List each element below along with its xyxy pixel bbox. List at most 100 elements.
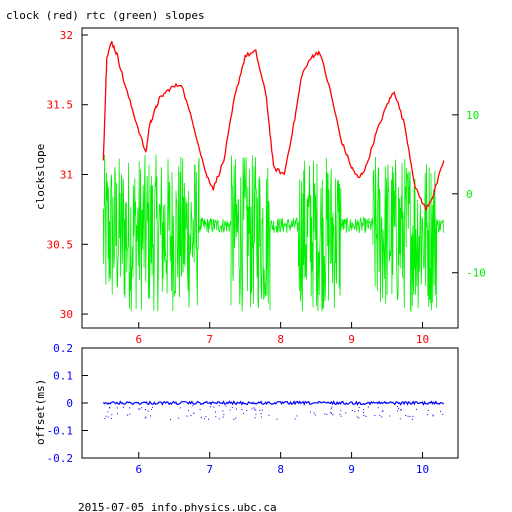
top-x-tick-label: 8 (277, 333, 284, 346)
offset-scatter-point (243, 412, 245, 414)
offset-scatter-point (193, 412, 195, 414)
offset-scatter-point (109, 407, 111, 409)
footer-text: 2015-07-05 info.physics.ubc.ca (78, 501, 277, 512)
offset-scatter-point (188, 410, 189, 412)
offset-scatter-point (357, 410, 359, 412)
offset-scatter-point (105, 415, 107, 417)
offset-scatter-point (129, 413, 131, 415)
top-y2-axis: -10 0 10 (452, 109, 486, 280)
offset-scatter-point (326, 414, 328, 416)
offset-scatter-point (152, 406, 153, 408)
bottom-x-tick-label: 8 (277, 463, 284, 476)
offset-scatter-point (253, 407, 255, 409)
offset-scatter-point (426, 414, 428, 416)
bottom-x-tick-label: 6 (135, 463, 142, 476)
offset-scatter-point (110, 418, 112, 420)
offset-scatter-point (354, 411, 356, 413)
top-y2-tick-label: 0 (466, 188, 473, 201)
offset-scatter-point (208, 418, 209, 420)
offset-scatter-point (363, 408, 365, 410)
offset-scatter-point (363, 415, 365, 416)
offset-scatter-point (215, 416, 217, 418)
offset-scatter-point (178, 417, 180, 419)
top-y2-tick-label: -10 (466, 267, 486, 280)
offset-scatter-point (432, 414, 434, 416)
offset-scatter-point (215, 411, 216, 413)
offset-scatter-point (116, 407, 118, 409)
bottom-x-tick-label: 10 (416, 463, 429, 476)
bottom-x-axis: 6 7 8 9 10 (135, 452, 429, 476)
offset-scatter-point (223, 414, 225, 416)
top-x-tick-label: 9 (348, 333, 355, 346)
offset-scatter-point (345, 412, 347, 414)
offset-scatter-point (199, 409, 201, 410)
bottom-x-tick-label: 7 (206, 463, 213, 476)
offset-scatter-point (233, 418, 235, 420)
top-y-tick-label: 31.5 (47, 99, 74, 112)
offset-scatter-point (324, 413, 326, 415)
offset-scatter-point (416, 408, 417, 410)
bottom-y-axis-label: offset(ms) (34, 379, 47, 445)
offset-scatter-point (296, 415, 298, 417)
offset-scatter-point (192, 405, 194, 407)
offset-scatter-point (205, 416, 207, 418)
offset-scatter-point (442, 413, 444, 415)
offset-scatter-point (367, 406, 369, 408)
offset-scatter-point (407, 415, 409, 417)
offset-scatter-point (218, 418, 220, 420)
offset-scatter-point (222, 410, 224, 412)
offset-scatter-point (397, 410, 399, 412)
offset-scatter-point (210, 406, 212, 408)
offset-scatter-point (330, 408, 332, 410)
offset-scatter-point (374, 415, 376, 416)
rtc-series-line (102, 154, 445, 313)
offset-scatter-point (381, 416, 383, 418)
offset-scatter-point (260, 413, 262, 415)
offset-scatter-point (399, 409, 401, 411)
offset-scatter-point (401, 409, 402, 411)
offset-scatter-point (236, 408, 237, 410)
offset-scatter-point (389, 415, 391, 417)
offset-scatter-point (138, 408, 140, 410)
offset-scatter-point (127, 414, 129, 416)
offset-scatter-point (362, 411, 364, 413)
offset-scatter-point (213, 406, 215, 408)
offset-scatter-point (381, 411, 383, 413)
offset-scatter-point (144, 417, 146, 419)
offset-scatter-point (254, 408, 256, 410)
offset-scatter-point (412, 415, 414, 417)
offset-scatter-point (104, 417, 106, 419)
top-y-tick-label: 30 (60, 308, 73, 321)
top-y-tick-label: 31 (60, 169, 73, 182)
offset-scatter-point (382, 410, 384, 412)
offset-scatter-point (365, 415, 367, 417)
offset-scatter-point (254, 417, 256, 419)
bottom-y-axis: -0.2 -0.1 0 0.1 0.2 (47, 342, 88, 465)
offset-scatter-point (405, 415, 407, 416)
offset-scatter-point (379, 414, 381, 416)
offset-scatter-point (340, 409, 342, 411)
offset-scatter-point (200, 417, 202, 419)
offset-scatter-point (241, 409, 243, 410)
offset-scatter-point (151, 408, 153, 410)
offset-scatter-point (339, 414, 341, 415)
offset-scatter-point (330, 412, 332, 414)
offset-scatter-point (179, 407, 181, 409)
offset-scatter-point (147, 410, 149, 412)
offset-series-line (102, 400, 445, 406)
bottom-y-tick-label: 0.2 (53, 342, 73, 355)
offset-scatter-point (218, 405, 220, 407)
bottom-y-tick-label: 0 (66, 397, 73, 410)
offset-scatter-point (129, 407, 130, 409)
offset-scatter-point (255, 413, 257, 415)
offset-scatter-point (313, 412, 315, 414)
offset-scatter-point (399, 418, 401, 420)
offset-scatter-point (123, 406, 125, 408)
offset-scatter-point (276, 418, 278, 420)
top-x-tick-label: 7 (206, 333, 213, 346)
offset-scatter-point (427, 409, 429, 411)
offset-scatter-point (411, 418, 413, 420)
offset-scatter-point (141, 407, 143, 409)
offset-scatter-point (107, 416, 109, 418)
